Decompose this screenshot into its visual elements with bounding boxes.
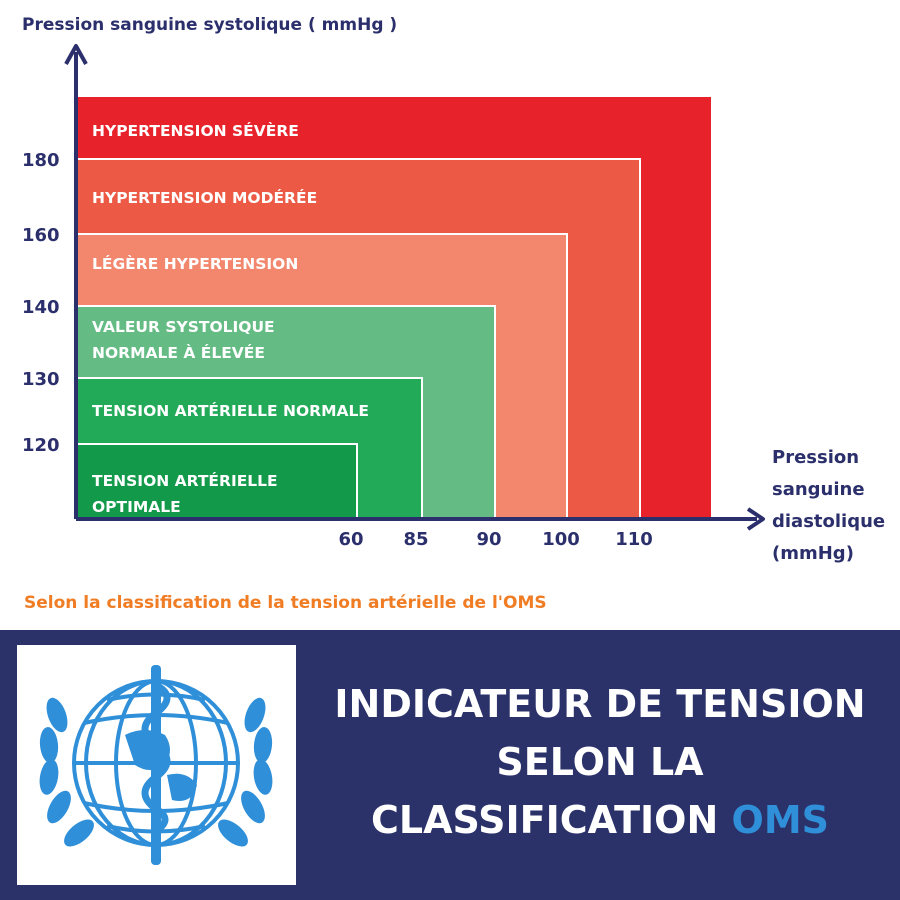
x-axis-arrow	[746, 507, 765, 531]
zone-border	[76, 305, 496, 519]
who-logo	[17, 645, 296, 885]
x-axis-title: Pression	[772, 447, 859, 468]
x-tick-label: 110	[615, 529, 653, 550]
y-axis-title: Pression sanguine systolique ( mmHg )	[22, 15, 397, 35]
who-emblem-icon	[39, 665, 273, 865]
banner-title-accent: OMS	[731, 798, 830, 842]
source-note: Selon la classification de la tension ar…	[24, 593, 547, 613]
banner-title-prefix: CLASSIFICATION	[370, 798, 732, 842]
banner-title: INDICATEUR DE TENSION SELON LA CLASSIFIC…	[305, 675, 895, 849]
y-tick-label: 160	[22, 225, 60, 246]
banner-title-line-3: CLASSIFICATION OMS	[305, 791, 895, 849]
y-tick-label: 180	[22, 150, 60, 171]
banner: INDICATEUR DE TENSION SELON LA CLASSIFIC…	[0, 630, 900, 900]
zone-label: NORMALE À ÉLEVÉE	[92, 343, 265, 362]
zone-label: OPTIMALE	[92, 498, 181, 516]
zone-label: LÉGÈRE HYPERTENSION	[92, 254, 298, 273]
zone-border	[76, 443, 358, 519]
x-tick-label: 60	[338, 529, 363, 550]
y-tick-label: 120	[22, 435, 60, 456]
banner-title-line-2: SELON LA	[496, 740, 704, 784]
y-axis-arrow	[64, 44, 88, 65]
zone-rect	[76, 444, 357, 519]
x-tick-label: 85	[403, 529, 428, 550]
x-axis-title: (mmHg)	[772, 543, 854, 564]
x-axis-title: diastolique	[772, 511, 885, 532]
zone-label: VALEUR SYSTOLIQUE	[92, 318, 275, 336]
x-axis-title: sanguine	[772, 479, 865, 500]
bp-chart: HYPERTENSION SÉVÈRE HYPERTENSION MODÉRÉE L…	[22, 15, 885, 564]
zone-label: TENSION ARTÉRIELLE	[92, 471, 278, 490]
zone-border	[76, 158, 641, 519]
y-tick-label: 140	[22, 297, 60, 318]
zone-label: HYPERTENSION MODÉRÉE	[92, 188, 317, 207]
banner-title-line-1: INDICATEUR DE TENSION	[334, 682, 866, 726]
zone-border	[76, 377, 423, 519]
x-tick-label: 100	[542, 529, 580, 550]
y-tick-label: 130	[22, 369, 60, 390]
zone-label: HYPERTENSION SÉVÈRE	[92, 121, 299, 140]
x-tick-label: 90	[476, 529, 501, 550]
zone-label: TENSION ARTÉRIELLE NORMALE	[92, 401, 369, 420]
zone-border	[76, 233, 568, 519]
